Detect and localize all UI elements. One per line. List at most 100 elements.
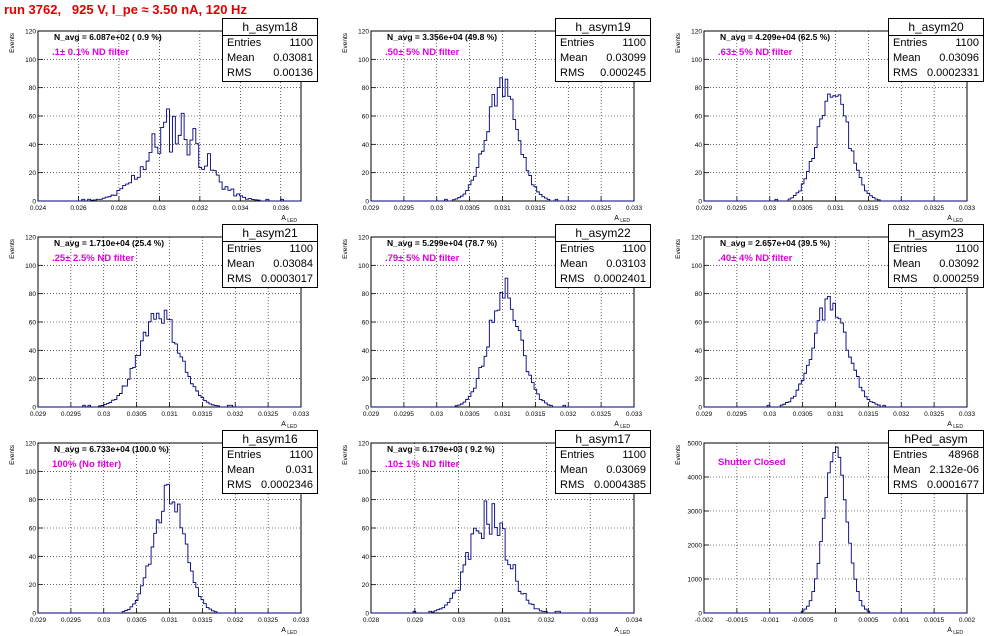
y-tick-label: 80 [29,291,37,298]
stats-row-mean: Mean 0.031 [223,463,317,478]
x-tick-label: 0.031 [494,617,511,624]
navg-label: N_avg = 6.087e+02 ( 0.9 %) [54,32,162,42]
x-tick-label: 0.03 [97,411,110,418]
histogram-name: h_asym18 [223,19,317,36]
y-tick-label: 100 [25,469,36,476]
stats-row-entries: Entries 1100 [889,36,983,51]
stats-value: 0.0003017 [261,273,313,285]
histogram-pad-h_asym23: 0.029 0.0295 0.03 0.0305 0.031 0.0315 0.032 0.0… [666,224,986,430]
stats-key: Mean [560,258,588,270]
stats-key: Mean [560,52,588,64]
x-tick-label: 0.0015 [924,617,944,624]
histogram-name: h_asym16 [223,431,317,448]
stats-value: 1100 [289,37,313,49]
stats-row-rms: RMS 0.000259 [889,272,983,287]
x-tick-label: 0.0295 [394,411,414,418]
stats-row-entries: Entries 1100 [556,242,650,257]
stats-box: hPed_asym Entries 48968 Mean 2.132e-06 RMS 0.0… [888,430,984,494]
stats-value: 0.0001677 [927,479,979,491]
x-tick-label: 0 [834,617,838,624]
x-tick-label: 0.032 [227,411,244,418]
x-tick-label: 0.0005 [858,617,878,624]
x-tick-label: 0.0295 [727,205,747,212]
x-tick-label: 0.031 [494,411,511,418]
stats-row-rms: RMS 0.0001677 [889,478,983,493]
x-tick-label: 0.03 [763,205,776,212]
y-tick-label: 80 [695,291,703,298]
y-tick-label: 40 [29,142,37,149]
stats-row-rms: RMS 0.00136 [223,66,317,81]
x-tick-label: 0.03 [430,205,443,212]
stats-row-entries: Entries 1100 [889,242,983,257]
x-tick-label: 0.024 [30,205,47,212]
y-tick-label: 3000 [688,509,703,516]
stats-value: 2.132e-06 [929,464,979,476]
stats-value: 0.0004385 [594,479,646,491]
histogram-name: h_asym17 [556,431,650,448]
stats-value: 1100 [289,449,313,461]
x-tick-label: 0.0325 [924,205,944,212]
histogram-name: h_asym20 [889,19,983,36]
x-tick-label: 0.0305 [460,411,480,418]
stats-value: 0.0002401 [594,273,646,285]
stats-key: Entries [893,37,928,49]
x-tick-label: 0.032 [192,205,209,212]
histogram-line-h_asym20 [704,93,967,202]
stats-key: RMS [227,273,252,285]
navg-label: N_avg = 2.657e+04 (39.5 %) [720,238,831,248]
x-tick-label: -0.0015 [726,617,748,624]
histogram-pad-h_asym18: 0.024 0.026 0.028 0.03 0.032 0.034 0.036 0 20 40 6… [0,18,320,224]
filter-label: .40± 4% ND filter [718,253,793,264]
stats-key: RMS [560,67,585,79]
x-tick-label: -0.001 [761,617,780,624]
y-tick-label: 80 [29,85,37,92]
x-axis-title: A LED [281,215,297,224]
stats-key: Entries [227,37,262,49]
x-axis-title: A LED [947,627,963,636]
y-tick-label: 120 [25,29,36,36]
x-tick-label: 0.0315 [192,411,212,418]
histogram-name: hPed_asym [889,431,983,448]
histogram-name: h_asym21 [223,225,317,242]
x-tick-label: 0.0305 [793,205,813,212]
filter-label: Shutter Closed [718,457,786,468]
stats-row-mean: Mean 0.03103 [556,257,650,272]
stats-row-entries: Entries 1100 [556,36,650,51]
histogram-line-h_asym21 [38,309,301,408]
stats-row-rms: RMS 0.0004385 [556,478,650,493]
x-tick-label: 0.0315 [525,205,545,212]
navg-label: N_avg = 5.299e+04 (78.7 %) [387,238,498,248]
y-tick-label: 100 [358,263,369,270]
histogram-pad-h_asym19: 0.029 0.0295 0.03 0.0305 0.031 0.0315 0.032 0.0… [333,18,653,224]
run-title: run 3762, 925 V, I_pe ≈ 3.50 nA, 120 Hz [4,2,247,17]
x-tick-label: 0.028 [111,205,128,212]
y-tick-label: 4000 [688,475,703,482]
x-tick-label: 0.032 [538,617,555,624]
y-tick-label: 80 [362,291,370,298]
y-tick-label: 80 [29,497,37,504]
filter-label: .63± 5% ND filter [718,47,793,58]
x-tick-label: 0.03 [97,617,110,624]
stats-value: 0.03103 [606,258,646,270]
histogram-line-h_asym18 [38,108,301,202]
stats-key: Entries [560,37,595,49]
stats-key: Entries [227,449,262,461]
stats-key: RMS [893,479,918,491]
stats-value: 1100 [622,243,646,255]
y-tick-label: 40 [29,554,37,561]
histogram-line-h_asym19 [371,77,634,202]
stats-value: 0.0002331 [927,67,979,79]
stats-key: Mean [893,258,921,270]
stats-key: Entries [227,243,262,255]
y-tick-label: 100 [691,57,702,64]
y-tick-label: 20 [29,582,37,589]
y-axis-title: Events [342,32,349,53]
y-tick-label: 40 [362,348,370,355]
x-tick-label: 0.028 [363,617,380,624]
stats-key: RMS [227,479,252,491]
x-tick-label: 0.03 [430,411,443,418]
navg-label: N_avg = 6.733e+04 (100.0 %) [54,444,169,454]
y-tick-label: 2000 [688,543,703,550]
stats-key: Entries [560,449,595,461]
stats-value: 0.03081 [273,52,313,64]
